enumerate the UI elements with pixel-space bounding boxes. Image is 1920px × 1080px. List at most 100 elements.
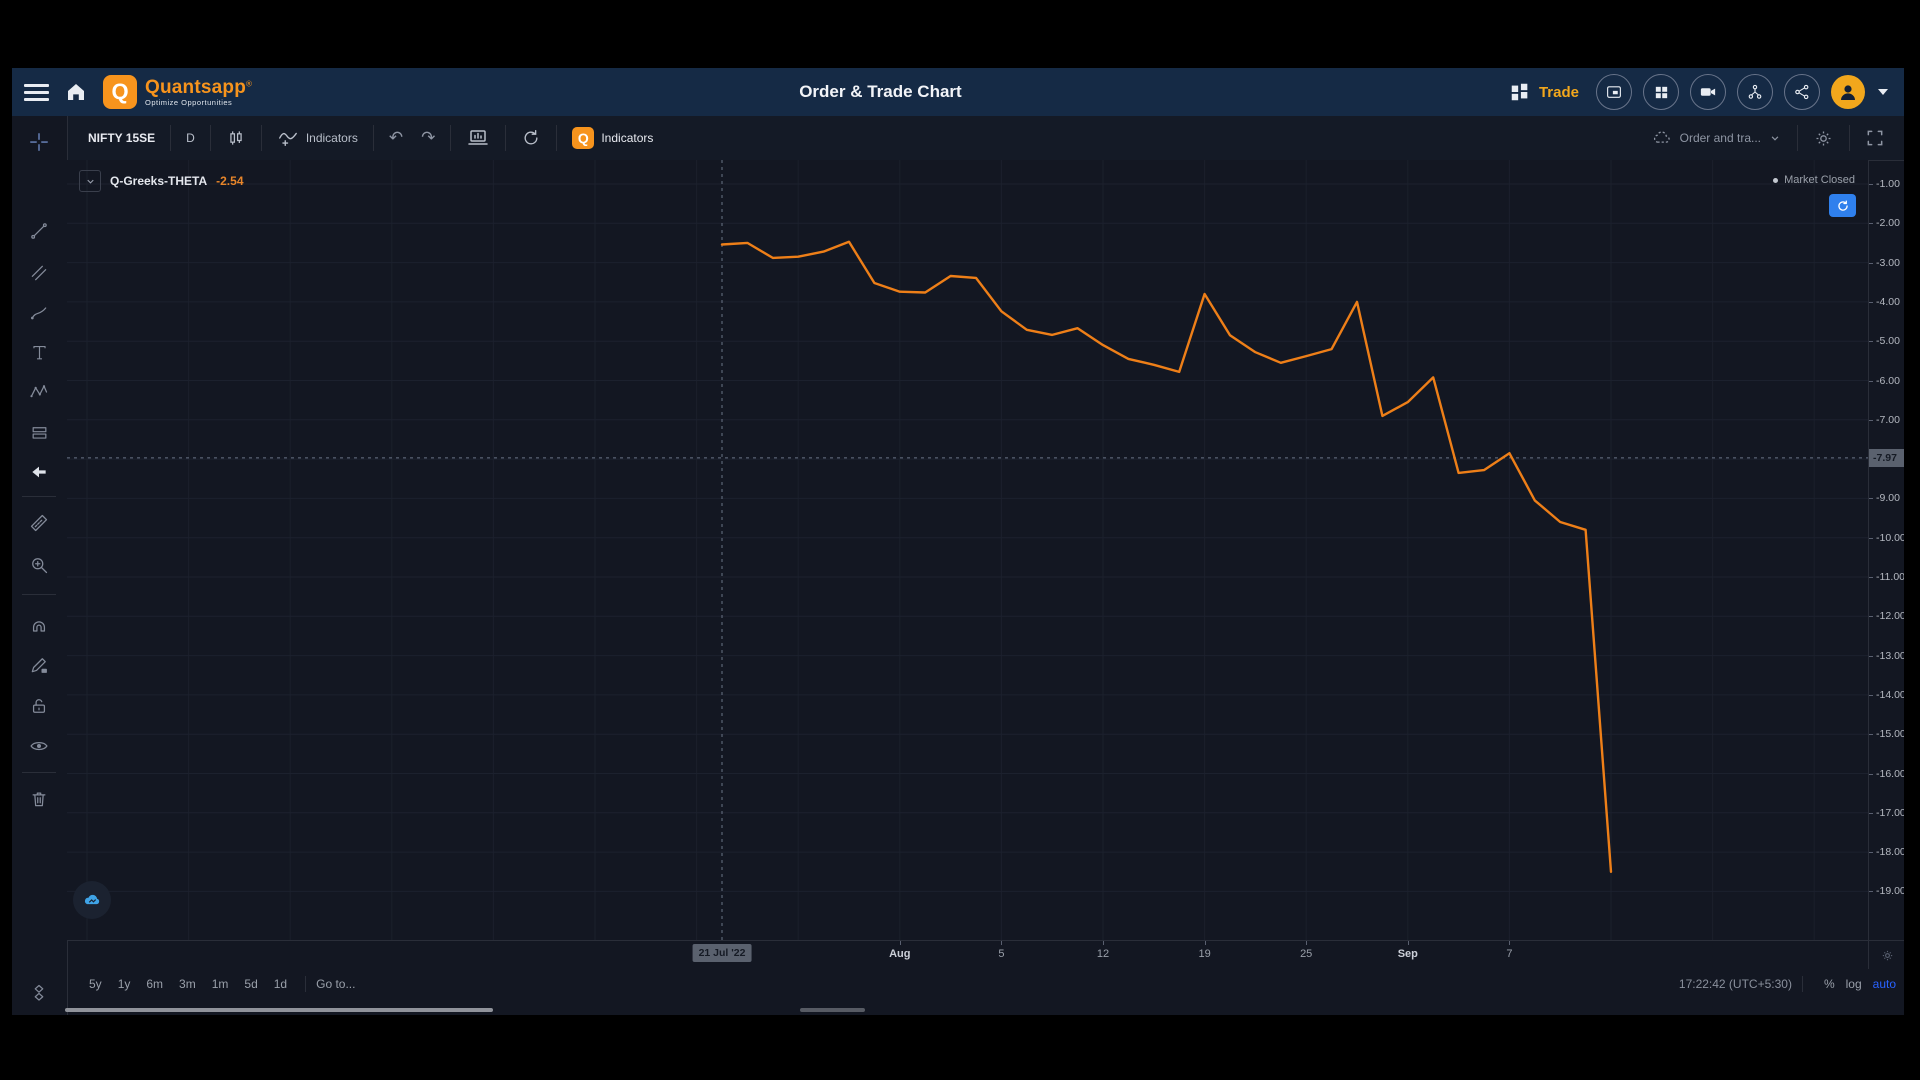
brush-tool[interactable] bbox=[12, 299, 66, 327]
horizontal-scrollbar-segment[interactable] bbox=[800, 1008, 865, 1012]
candlestick-icon bbox=[226, 128, 246, 148]
layout-grid-button[interactable] bbox=[1643, 74, 1679, 110]
text-tool[interactable] bbox=[12, 338, 66, 366]
status-dot-icon bbox=[1773, 177, 1779, 183]
text-icon bbox=[30, 343, 49, 362]
share-icon bbox=[1793, 83, 1811, 101]
object-tree-icon bbox=[29, 983, 49, 1003]
lock-drawings-icon bbox=[29, 655, 49, 675]
price-tick-label: -2.00 bbox=[1876, 217, 1900, 230]
magnet-tool[interactable] bbox=[12, 612, 66, 640]
interval-button[interactable]: D bbox=[186, 131, 195, 145]
trade-button[interactable]: Trade bbox=[1509, 81, 1579, 103]
price-tick bbox=[1869, 498, 1873, 500]
reload-data-button[interactable] bbox=[1829, 194, 1856, 217]
object-tree-tool[interactable] bbox=[12, 979, 66, 1007]
price-tick-label: -11.00 bbox=[1876, 571, 1904, 583]
refresh-button[interactable] bbox=[512, 128, 550, 148]
measure-tool[interactable] bbox=[12, 509, 66, 537]
chart-snapshot-button[interactable] bbox=[457, 126, 499, 150]
price-axis[interactable]: -1.00-2.00-3.00-4.00-5.00-6.00-7.00-8.00… bbox=[1868, 160, 1904, 940]
price-tick bbox=[1869, 419, 1873, 421]
arrow-marker-tool[interactable] bbox=[12, 458, 66, 486]
fib-retracement-tool[interactable] bbox=[12, 259, 66, 287]
range-button-1d[interactable]: 1d bbox=[273, 977, 288, 991]
legend-collapse-button[interactable] bbox=[79, 170, 101, 192]
time-tick bbox=[1407, 941, 1409, 945]
redo-button[interactable]: ↷ bbox=[412, 128, 444, 148]
brand-registered: ® bbox=[246, 79, 252, 89]
recorder-button[interactable] bbox=[1690, 74, 1726, 110]
bottom-toolbar: 5y 1y 6m 3m 1m 5d 1d Go to... 17:22:42 (UTC+5:… bbox=[67, 968, 1904, 1000]
time-tick-label: 25 bbox=[1300, 948, 1313, 960]
time-tick-label: 7 bbox=[1506, 948, 1513, 960]
chart-plot-area[interactable]: Q-Greeks-THETA -2.54 Market Closed bbox=[67, 160, 1868, 940]
arrow-marker-icon bbox=[29, 462, 49, 482]
price-tick bbox=[1869, 891, 1873, 893]
axis-settings-gear-icon[interactable] bbox=[1868, 940, 1904, 969]
quantsapp-watermark-cloud-icon bbox=[73, 881, 111, 919]
indicators-button[interactable]: Indicators bbox=[268, 127, 367, 149]
range-button-3m[interactable]: 3m bbox=[179, 977, 196, 991]
trend-line-tool[interactable] bbox=[12, 217, 66, 245]
range-button-1m[interactable]: 1m bbox=[211, 977, 229, 991]
fullscreen-icon bbox=[1865, 128, 1885, 148]
indicators-wave-icon bbox=[277, 127, 299, 149]
measure-icon bbox=[29, 513, 49, 533]
remove-drawings-icon bbox=[29, 789, 49, 809]
clock-label[interactable]: 17:22:42 (UTC+5:30) bbox=[1678, 977, 1792, 991]
horizontal-scrollbar[interactable] bbox=[65, 1008, 493, 1012]
log-scale-button[interactable]: log bbox=[1845, 977, 1862, 991]
range-button-6m[interactable]: 6m bbox=[146, 977, 164, 991]
zoom-in-tool[interactable] bbox=[12, 551, 66, 579]
xabcd-pattern-tool[interactable] bbox=[12, 378, 66, 406]
price-tick bbox=[1869, 852, 1873, 854]
trade-label: Trade bbox=[1538, 83, 1579, 101]
settings-button[interactable] bbox=[1804, 128, 1843, 149]
percent-scale-button[interactable]: % bbox=[1823, 977, 1835, 991]
q-indicators-button[interactable]: Q Indicators bbox=[563, 127, 662, 149]
hide-drawings-icon bbox=[29, 736, 49, 756]
time-axis[interactable]: Aug 5 12 19 25 Sep 7 21 Jul '22 bbox=[67, 940, 1868, 969]
menu-icon[interactable] bbox=[24, 83, 49, 101]
fib-retracement-icon bbox=[29, 263, 49, 283]
hide-drawings-tool[interactable] bbox=[12, 732, 66, 760]
lock-drawings-tool[interactable] bbox=[12, 651, 66, 679]
goto-button[interactable]: Go to... bbox=[316, 977, 356, 991]
home-icon[interactable] bbox=[64, 80, 88, 104]
crosshair-tool[interactable] bbox=[12, 128, 66, 156]
price-tick bbox=[1869, 577, 1873, 578]
unlock-tool[interactable] bbox=[12, 692, 66, 720]
chevron-down-icon[interactable] bbox=[1878, 89, 1888, 95]
range-button-5y[interactable]: 5y bbox=[89, 977, 102, 991]
app-header: Q Quantsapp® Optimize Opportunities Orde… bbox=[12, 68, 1904, 116]
price-tick bbox=[1869, 223, 1873, 225]
remove-drawings-tool[interactable] bbox=[12, 785, 66, 813]
price-tick-label: -15.00 bbox=[1876, 728, 1904, 741]
brand-logo[interactable]: Q Quantsapp® Optimize Opportunities bbox=[103, 75, 252, 109]
multichart-button[interactable] bbox=[1596, 74, 1632, 110]
trend-line-icon bbox=[29, 221, 49, 241]
symbol-button[interactable]: NIFTY 15SE bbox=[88, 131, 156, 145]
chart-style-button[interactable] bbox=[217, 128, 255, 148]
legend-series-value: -2.54 bbox=[216, 174, 244, 188]
strategy-flow-button[interactable] bbox=[1737, 74, 1773, 110]
undo-button[interactable]: ↶ bbox=[380, 128, 412, 148]
chart-toolbar: NIFTY 15SE D Indicators ↶ ↷ bbox=[67, 116, 1904, 161]
range-button-1y[interactable]: 1y bbox=[117, 977, 131, 991]
share-button[interactable] bbox=[1784, 74, 1820, 110]
save-layout-dropdown[interactable]: Order and tra... bbox=[1642, 127, 1791, 149]
legend-series-name: Q-Greeks-THETA bbox=[110, 174, 208, 188]
brand-q-icon: Q bbox=[103, 75, 137, 109]
multichart-icon bbox=[1605, 83, 1623, 101]
long-position-tool[interactable] bbox=[12, 418, 66, 446]
price-tick bbox=[1869, 773, 1873, 775]
time-tick bbox=[899, 941, 901, 945]
time-tick bbox=[1306, 941, 1308, 945]
auto-scale-button[interactable]: auto bbox=[1872, 977, 1896, 991]
range-button-5d[interactable]: 5d bbox=[244, 977, 258, 991]
avatar[interactable] bbox=[1831, 75, 1865, 109]
price-tick bbox=[1869, 694, 1873, 696]
fullscreen-button[interactable] bbox=[1856, 128, 1894, 148]
strategy-flow-icon bbox=[1746, 83, 1764, 101]
